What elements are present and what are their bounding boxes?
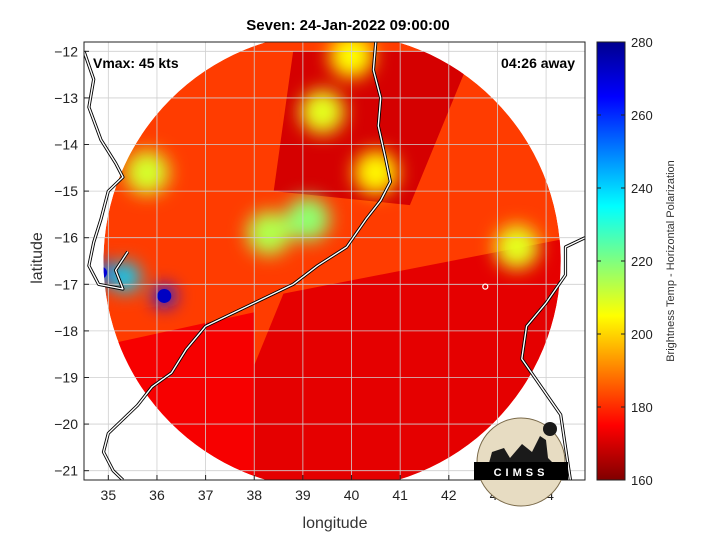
- colorbar-tick-label: 160: [631, 473, 653, 488]
- chart-title: Seven: 24-Jan-2022 09:00:00: [246, 17, 449, 34]
- swath-dark-region: [205, 237, 561, 480]
- swath-feature: [285, 197, 330, 242]
- colorbar-tick-label: 280: [631, 35, 653, 50]
- x-tick-label: 40: [344, 487, 360, 503]
- inland-border: [84, 51, 129, 290]
- swath-feature: [246, 211, 291, 256]
- x-tick-label: 37: [198, 487, 214, 503]
- colorbar-tick-label: 260: [631, 108, 653, 123]
- plot-frame: [83, 41, 586, 481]
- y-tick-label: −17: [54, 276, 78, 292]
- swath-dark-region: [273, 51, 474, 206]
- colorbar-tick-label: 180: [631, 400, 653, 415]
- swath-feature: [494, 225, 539, 270]
- x-tick-label: 36: [149, 487, 165, 503]
- logo-water-tower-icon: [543, 422, 557, 436]
- y-tick-label: −12: [54, 43, 78, 59]
- y-tick-label: −15: [54, 183, 78, 199]
- x-axis-label: longitude: [303, 515, 368, 532]
- y-axis: −12 −13 −14 −15 −16 −17 −18 −19 −20 −21: [54, 43, 89, 479]
- swath-disc: [103, 42, 561, 480]
- x-tick-label: 42: [441, 487, 457, 503]
- swath-image: [103, 42, 561, 480]
- swath-feature-core: [103, 266, 108, 279]
- logo-banner: [474, 462, 568, 480]
- y-tick-label: −19: [54, 369, 78, 385]
- swath-feature: [125, 150, 170, 195]
- vmax-label: Vmax: 45 kts: [93, 55, 179, 71]
- y-tick-label: −18: [54, 323, 78, 339]
- mainland-coast: [102, 42, 392, 480]
- cimss-logo: CIMSS: [474, 417, 568, 507]
- colorbar-gradient: [596, 41, 626, 481]
- colorbar-tick-label: 200: [631, 327, 653, 342]
- x-tick-label: 38: [246, 487, 262, 503]
- colorbar-tick-label: 220: [631, 254, 653, 269]
- y-tick-label: −20: [54, 416, 78, 432]
- colorbar: 160 180 200 220 240 260 280 Brightness Temp - …: [596, 35, 677, 488]
- time-away-label: 04:26 away: [501, 55, 575, 71]
- y-tick-label: −21: [54, 463, 78, 479]
- island-outline: [482, 283, 489, 290]
- colorbar-tick-label: 240: [631, 181, 653, 196]
- swath-feature-core: [157, 288, 172, 303]
- colorbar-ticks: 160 180 200 220 240 260 280: [597, 35, 653, 488]
- swath-feature: [300, 89, 345, 134]
- x-tick-label: 41: [392, 487, 408, 503]
- swath-feature: [353, 150, 398, 195]
- y-tick-label: −13: [54, 90, 78, 106]
- y-tick-label: −14: [54, 137, 78, 153]
- plot-area: 35363738394041424344 −12−13−14−15−16−17−…: [54, 41, 586, 503]
- swath-feature: [103, 261, 113, 284]
- colorbar-label: Brightness Temp - Horizontal Polarizatio…: [665, 160, 677, 362]
- x-tick-label: 35: [101, 487, 117, 503]
- y-axis-label: latitude: [29, 232, 46, 284]
- y-tick-label: −16: [54, 230, 78, 246]
- logo-text: CIMSS: [494, 467, 549, 479]
- swath-feature: [110, 262, 141, 293]
- coastline: [84, 42, 585, 480]
- x-tick-label: 39: [295, 487, 311, 503]
- madagascar-coast: [521, 237, 585, 480]
